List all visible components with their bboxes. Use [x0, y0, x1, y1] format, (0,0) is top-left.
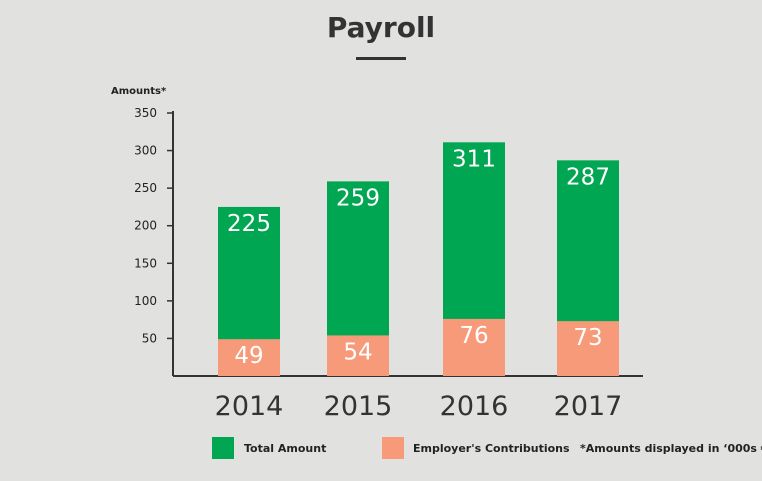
x-tick-label: 2017	[554, 391, 623, 422]
bar-employers-contributions	[557, 321, 619, 376]
legend-swatch	[382, 437, 404, 459]
data-label-total-amount: 311	[452, 146, 496, 172]
bar-employers-contributions	[218, 339, 280, 376]
y-tick-label: 150	[134, 256, 157, 270]
legend: Total Amount Employer's Contributions	[212, 437, 570, 459]
data-label-employers-contributions: 73	[573, 325, 602, 351]
y-tick-label: 350	[134, 106, 157, 120]
bar-employers-contributions	[443, 318, 505, 376]
legend-swatch	[212, 437, 234, 459]
data-label-total-amount: 225	[227, 211, 271, 237]
data-label-employers-contributions: 49	[234, 343, 263, 369]
data-label-employers-contributions: 76	[459, 323, 488, 349]
y-tick-label: 250	[134, 181, 157, 195]
footnote: *Amounts displayed in ‘000s €	[580, 442, 762, 455]
y-tick-label: 200	[134, 219, 157, 233]
bar-employers-contributions	[327, 335, 389, 376]
x-tick-label: 2016	[440, 391, 509, 422]
legend-label: Total Amount	[244, 442, 326, 455]
x-tick-label: 2015	[324, 391, 393, 422]
data-label-employers-contributions: 54	[343, 339, 372, 365]
y-tick-label: 300	[134, 144, 157, 158]
data-label-total-amount: 259	[336, 185, 380, 211]
data-label-total-amount: 287	[566, 164, 610, 190]
y-tick-label: 100	[134, 294, 157, 308]
bars: 225 49 2014 259 54 2015 311 76 2016 287 73 2017	[215, 142, 623, 422]
y-tick-label: 50	[142, 331, 157, 345]
legend-label: Employer's Contributions	[413, 442, 570, 455]
x-tick-label: 2014	[215, 391, 284, 422]
y-axis-label: Amounts*	[111, 86, 167, 97]
chart-title: Payroll	[327, 11, 435, 44]
title-underline	[356, 57, 406, 60]
